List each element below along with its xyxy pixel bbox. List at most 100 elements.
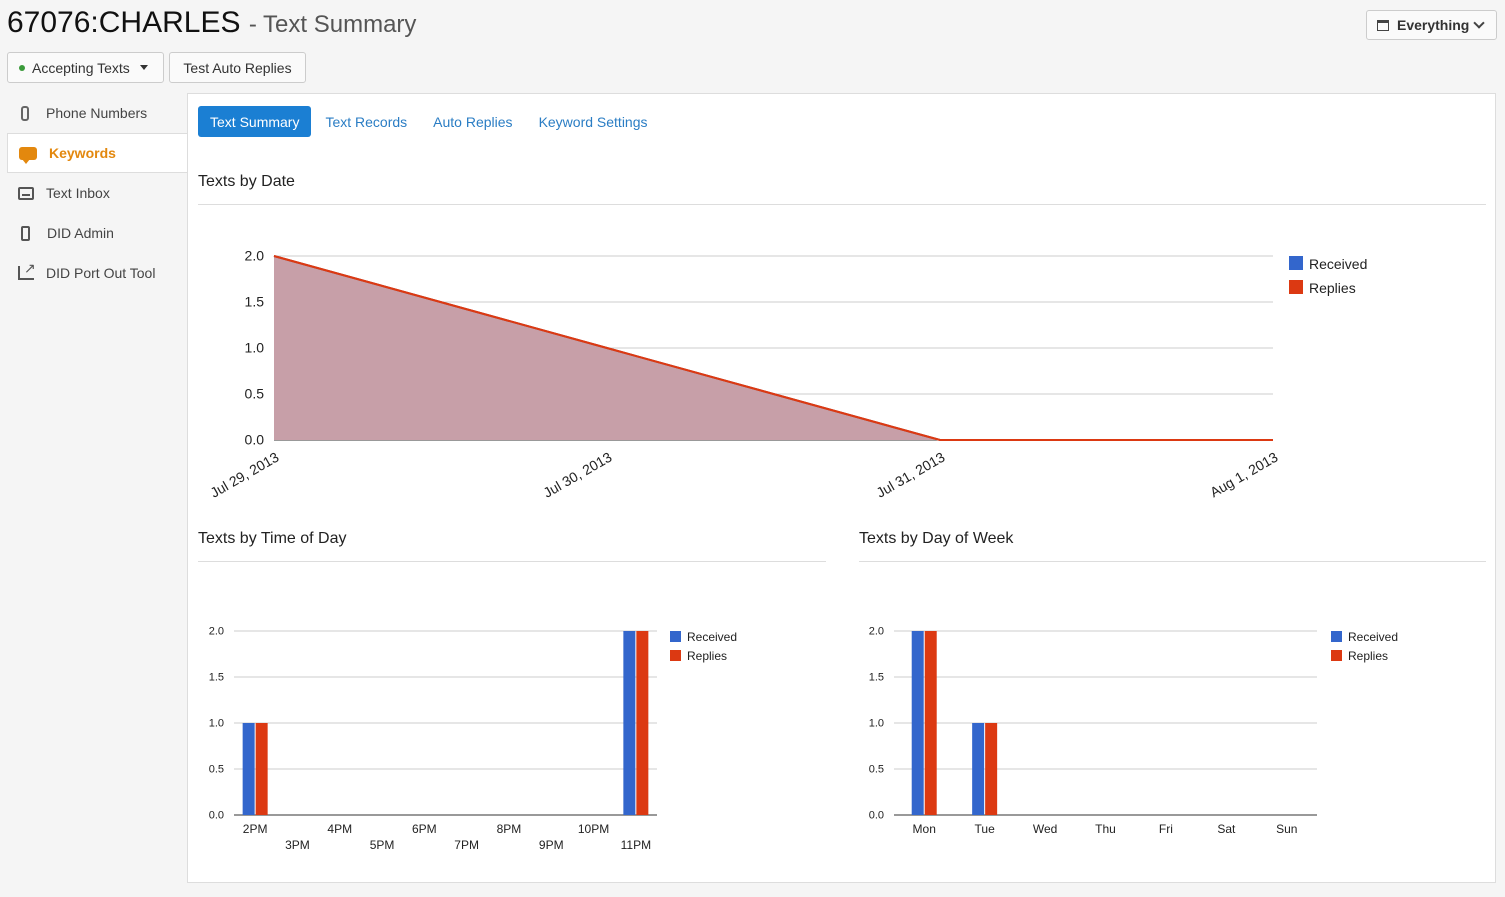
section-divider [198,561,826,562]
tab-bar: Text Summary Text Records Auto Replies K… [198,106,662,137]
x-tick-label: 5PM [370,838,395,852]
section-divider [859,561,1486,562]
share-icon [18,260,36,280]
inbox-icon [18,186,34,200]
legend-label: Received [1309,256,1367,272]
sidebar-item-label: Keywords [49,145,116,161]
tab-keyword-settings[interactable]: Keyword Settings [538,113,648,130]
x-tick-label: Jul 30, 2013 [540,449,614,501]
bar-received [972,723,985,815]
section-title-by-weekday: Texts by Day of Week [859,530,1014,547]
y-tick-label: 1.0 [869,718,884,730]
x-tick-label: Fri [1159,822,1173,836]
accepting-texts-dropdown[interactable]: Accepting Texts [7,52,164,83]
y-tick-label: 1.0 [245,340,265,356]
x-tick-label: Aug 1, 2013 [1207,449,1281,501]
bar-received [623,631,636,815]
legend-swatch-replies [1289,280,1303,294]
y-tick-label: 0.5 [209,764,224,776]
chevron-down-icon [1473,17,1486,29]
sidebar-item-phone-numbers[interactable]: Phone Numbers [7,93,188,133]
calendar-icon [1377,19,1389,31]
y-tick-label: 2.0 [209,626,224,638]
x-tick-label: 3PM [285,838,310,852]
status-dot-icon [19,64,25,71]
chat-bubble-icon [19,146,37,164]
x-tick-label: 11PM [621,838,651,852]
legend-label: Received [687,630,737,644]
caret-down-icon [139,65,148,70]
page-title: 67076:CHARLES - Text Summary [7,6,416,40]
sidebar-item-label: DID Port Out Tool [46,265,156,281]
y-tick-label: 1.5 [869,672,884,684]
y-tick-label: 0.5 [245,386,265,402]
sidebar-item-label: DID Admin [47,225,114,241]
bar-replies [924,631,937,815]
tab-text-records[interactable]: Text Records [325,113,408,130]
x-tick-label: 8PM [497,822,522,836]
y-tick-label: 1.5 [209,672,224,684]
x-tick-label: 7PM [454,838,479,852]
x-tick-label: 4PM [327,822,352,836]
legend-swatch-received [1331,631,1342,642]
accepting-texts-label: Accepting Texts [32,59,130,76]
phone-icon [21,105,29,121]
x-tick-label: Mon [913,822,936,836]
main-panel: Text Summary Text Records Auto Replies K… [187,93,1496,883]
legend-swatch-received [1289,256,1303,270]
tab-text-summary[interactable]: Text Summary [198,106,312,137]
legend-label: Replies [687,649,727,663]
x-tick-label: Thu [1095,822,1116,836]
x-tick-label: 2PM [243,822,268,836]
sidebar-item-label: Phone Numbers [46,105,148,121]
area-fill [274,256,1273,440]
sidebar-item-keywords[interactable]: Keywords [7,133,189,173]
x-tick-label: 6PM [412,822,437,836]
sidebar-item-did-port-out-tool[interactable]: DID Port Out Tool [7,253,188,293]
y-tick-label: 2.0 [245,248,265,264]
y-tick-label: 0.5 [869,764,884,776]
section-divider [198,204,1486,205]
date-range-dropdown[interactable]: Everything [1366,10,1497,40]
y-tick-label: 0.0 [209,810,224,822]
legend-label: Received [1348,630,1398,644]
legend-swatch-replies [1331,650,1342,661]
x-tick-label: Sat [1217,822,1236,836]
page-subtitle: - Text Summary [248,11,417,38]
series-line-replies [273,255,1273,441]
bar-received [911,631,924,815]
legend-swatch-replies [670,650,681,661]
x-tick-label: Jul 31, 2013 [873,449,947,501]
tab-auto-replies[interactable]: Auto Replies [433,113,513,130]
x-tick-label: Wed [1033,822,1057,836]
texts-by-time-chart: 0.0 0.5 1.0 1.5 2.0 2PM 3PM 4PM 5PM 6PM 7PM 8PM 9PM 1… [209,626,737,852]
legend-label: Replies [1348,649,1388,663]
bar-replies [255,723,268,815]
bar-replies [636,631,649,815]
y-tick-label: 0.0 [869,810,884,822]
section-title-by-date: Texts by Date [198,173,295,190]
bar-replies [985,723,998,815]
x-tick-label: Jul 29, 2013 [207,449,281,501]
sidebar-item-label: Text Inbox [46,185,110,201]
section-title-by-time: Texts by Time of Day [198,530,347,547]
x-tick-label: 10PM [578,822,609,836]
y-tick-label: 2.0 [869,626,884,638]
sidebar-item-did-admin[interactable]: DID Admin [7,213,188,253]
test-auto-replies-button[interactable]: Test Auto Replies [169,52,306,83]
legend-swatch-received [670,631,681,642]
bar-received [242,723,255,815]
page-title-main: 67076:CHARLES [7,6,241,39]
sidebar-item-text-inbox[interactable]: Text Inbox [7,173,188,213]
legend-label: Replies [1309,280,1356,296]
texts-by-date-chart: 0.0 0.5 1.0 1.5 2.0 Jul 29, 2013 Jul 30, 2013 J… [207,248,1367,501]
mobile-icon [21,225,30,241]
y-tick-label: 0.0 [245,432,265,448]
x-tick-label: Tue [975,822,996,836]
sidebar-nav: Phone Numbers Keywords Text Inbox DID Ad… [7,93,189,293]
x-tick-label: 9PM [539,838,564,852]
y-tick-label: 1.0 [209,718,224,730]
y-tick-label: 1.5 [245,294,265,310]
x-tick-label: Sun [1276,822,1297,836]
date-range-label: Everything [1397,17,1470,33]
